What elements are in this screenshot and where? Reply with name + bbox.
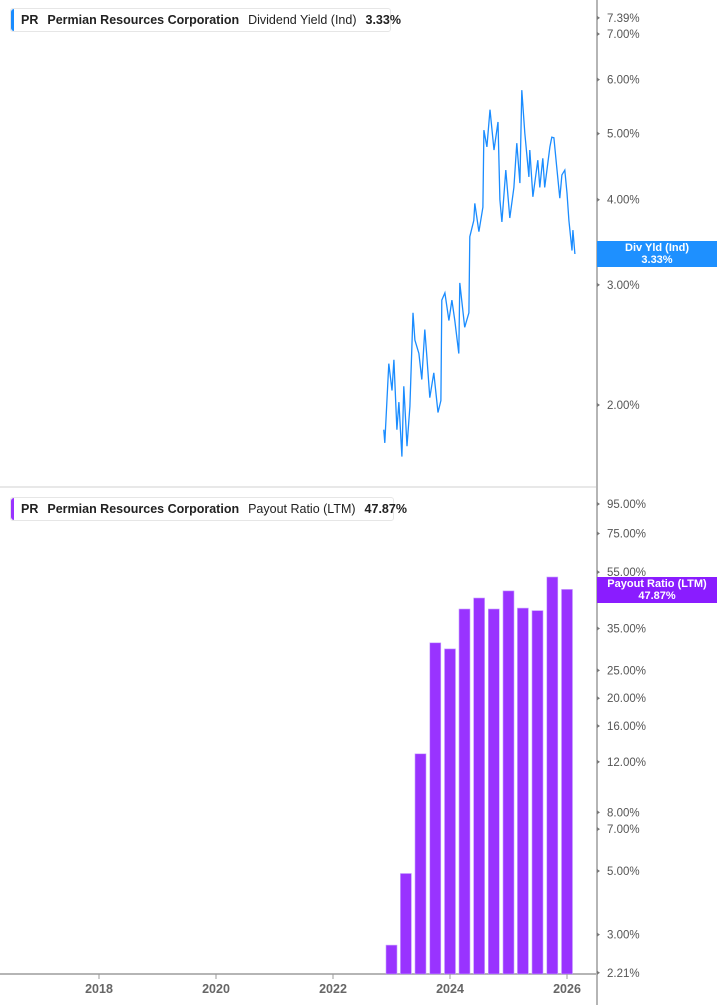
y-tick-mark: [597, 626, 600, 631]
y-tick-mark: [597, 77, 600, 82]
y-tick-label: 25.00%: [607, 665, 646, 677]
y-tick-label: 12.00%: [607, 757, 646, 769]
y-tick-label: 5.00%: [607, 866, 640, 878]
payout-bar[interactable]: [400, 873, 412, 975]
x-tick-label: 2024: [436, 982, 464, 996]
x-tick-label: 2026: [553, 982, 581, 996]
payout-bar[interactable]: [429, 642, 442, 975]
y-tick-mark: [597, 403, 600, 407]
y-tick-label: 5.00%: [607, 129, 640, 141]
y-tick-mark: [597, 531, 600, 536]
y-tick-label: 95.00%: [607, 499, 646, 511]
y-tick-label: 3.00%: [607, 930, 640, 942]
badge-value: 3.33%: [641, 254, 673, 266]
payout-bar[interactable]: [458, 608, 471, 975]
y-tick-mark: [597, 668, 600, 673]
legend-ticker: PR: [21, 13, 39, 27]
y-tick-label: 16.00%: [607, 721, 646, 733]
y-tick-mark: [597, 15, 600, 20]
badge-value: 47.87%: [638, 590, 676, 602]
payout-bar[interactable]: [385, 944, 398, 975]
y-tick-mark: [597, 502, 600, 506]
y-tick-mark: [597, 827, 600, 832]
dividend-current-badge: Div Yld (Ind) 3.33%: [597, 241, 717, 267]
legend-color-bar: [11, 498, 14, 520]
y-tick-label: 4.00%: [607, 195, 640, 207]
payout-bar[interactable]: [546, 576, 559, 975]
y-tick-label: 35.00%: [607, 623, 646, 635]
payout-current-badge: Payout Ratio (LTM) 47.87%: [597, 577, 717, 603]
y-tick-label: 6.00%: [607, 75, 640, 87]
y-tick-label: 3.00%: [607, 280, 640, 292]
y-tick-label: 7.00%: [607, 824, 640, 836]
x-tick-label: 2018: [85, 982, 113, 996]
y-tick-label: 8.00%: [607, 807, 640, 819]
y-tick-mark: [597, 724, 600, 729]
dividend-legend[interactable]: PR Permian Resources Corporation Dividen…: [10, 8, 401, 32]
legend-metric: Dividend Yield (Ind): [248, 13, 357, 27]
legend-company: Permian Resources Corporation: [47, 502, 240, 516]
y-tick-mark: [597, 696, 600, 701]
payout-bar[interactable]: [473, 597, 485, 975]
payout-legend[interactable]: PR Permian Resources Corporation Payout …: [10, 497, 407, 521]
y-tick-mark: [597, 282, 600, 287]
y-tick-mark: [597, 131, 600, 136]
payout-bar[interactable]: [414, 753, 427, 975]
payout-bar[interactable]: [487, 608, 500, 975]
y-tick-mark: [597, 869, 600, 874]
y-tick-label: 55.00%: [607, 567, 646, 579]
y-tick-label: 75.00%: [607, 528, 646, 540]
legend-company: Permian Resources Corporation: [47, 13, 240, 27]
badge-label: Div Yld (Ind): [625, 242, 689, 254]
y-tick-label: 7.00%: [607, 29, 640, 41]
badge-label: Payout Ratio (LTM): [607, 578, 707, 590]
legend-color-bar: [11, 9, 14, 31]
y-tick-mark: [597, 197, 600, 202]
y-tick-mark: [597, 932, 600, 937]
y-tick-mark: [597, 810, 600, 815]
y-tick-mark: [597, 759, 600, 764]
y-tick-mark: [597, 970, 600, 975]
payout-bar[interactable]: [561, 589, 573, 975]
y-tick-label: 2.21%: [607, 968, 640, 980]
payout-bar[interactable]: [517, 607, 529, 975]
legend-value: 3.33%: [365, 13, 401, 27]
payout-bar[interactable]: [444, 648, 456, 975]
legend-value: 47.87%: [364, 502, 407, 516]
payout-bar[interactable]: [502, 590, 515, 975]
x-tick-label: 2022: [319, 982, 347, 996]
payout-bar[interactable]: [531, 610, 544, 975]
y-tick-mark: [597, 570, 600, 575]
y-tick-mark: [597, 31, 600, 36]
legend-ticker: PR: [21, 502, 39, 516]
y-tick-label: 2.00%: [607, 400, 640, 412]
dividend-yield-line: [383, 90, 576, 457]
y-tick-label: 20.00%: [607, 693, 646, 705]
x-tick-label: 2020: [202, 982, 230, 996]
legend-metric: Payout Ratio (LTM): [248, 502, 356, 516]
y-tick-label: 7.39%: [607, 13, 640, 25]
